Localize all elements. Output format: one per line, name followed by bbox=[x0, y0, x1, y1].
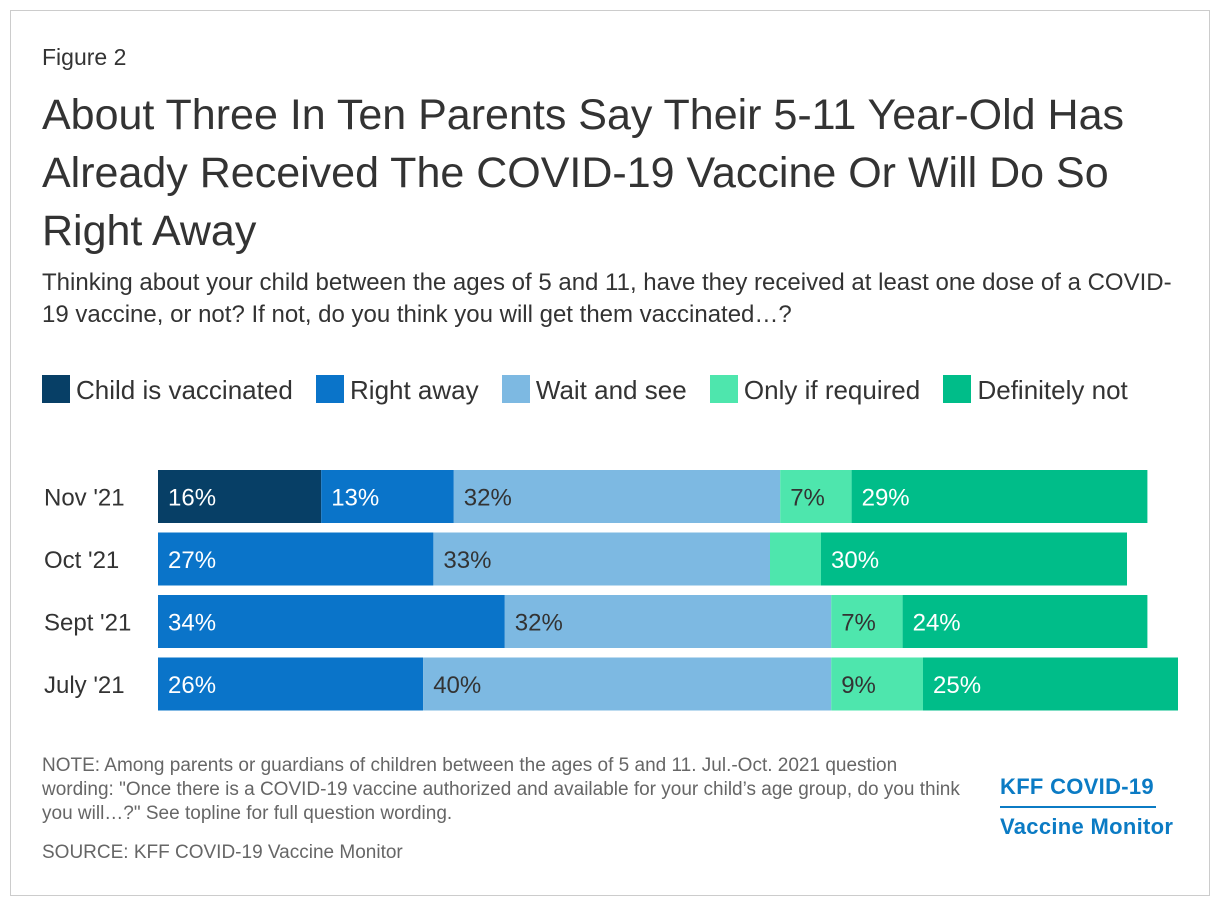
category-label: Oct '21 bbox=[44, 547, 119, 574]
bar-segment bbox=[321, 470, 454, 523]
legend-item-wait-and-see: Wait and see bbox=[501, 375, 687, 405]
data-label: 9% bbox=[841, 672, 876, 699]
data-label: 24% bbox=[913, 610, 961, 637]
legend-item-only-if-required: Only if required bbox=[709, 375, 921, 405]
legend-label: Right away bbox=[350, 375, 479, 405]
data-label: 16% bbox=[168, 485, 216, 512]
chart-source: SOURCE: KFF COVID-19 Vaccine Monitor bbox=[42, 842, 403, 863]
legend-item-definitely-not: Definitely not bbox=[943, 375, 1128, 405]
legend-swatch bbox=[42, 375, 70, 403]
data-label: 32% bbox=[464, 485, 512, 512]
data-label: 25% bbox=[933, 672, 981, 699]
bar-segment bbox=[423, 657, 832, 711]
legend-swatch bbox=[709, 375, 738, 403]
data-label: 30% bbox=[831, 547, 879, 574]
bar-segment bbox=[831, 657, 923, 711]
category-label: Nov '21 bbox=[44, 485, 125, 512]
legend-label: Definitely not bbox=[977, 375, 1128, 405]
data-label: 27% bbox=[168, 547, 216, 574]
category-label: Sept '21 bbox=[44, 610, 131, 637]
legend-swatch bbox=[501, 375, 530, 403]
bar-segment bbox=[923, 657, 1178, 711]
bar-segment bbox=[158, 595, 505, 648]
bar-segment bbox=[821, 532, 1127, 586]
chart-title: About Three In Ten Parents Say Their 5-1… bbox=[42, 91, 1125, 255]
legend-label: Wait and see bbox=[535, 375, 687, 405]
bar-segment bbox=[158, 532, 434, 586]
category-label: July '21 bbox=[44, 672, 125, 699]
data-label: 7% bbox=[841, 610, 876, 637]
kff-logo: KFF COVID-19 Vaccine Monitor bbox=[1000, 774, 1182, 840]
bar-segment bbox=[780, 470, 852, 523]
bar-segment bbox=[902, 595, 1148, 648]
bar-segment bbox=[851, 470, 1148, 523]
brand-line-1: KFF COVID-19 bbox=[1000, 774, 1156, 808]
bar-segment bbox=[453, 470, 781, 523]
data-label: 29% bbox=[862, 485, 910, 512]
data-label: 33% bbox=[443, 547, 491, 574]
legend-swatch bbox=[943, 375, 972, 403]
brand-line-2: Vaccine Monitor bbox=[1000, 814, 1174, 839]
legend-item-child-vaccinated: Child is vaccinated bbox=[42, 375, 293, 405]
legend-item-right-away: Right away bbox=[316, 375, 479, 405]
data-label: 26% bbox=[168, 672, 216, 699]
legend-label: Only if required bbox=[743, 375, 921, 405]
bar-segment bbox=[158, 470, 322, 523]
bar-segment bbox=[504, 595, 832, 648]
bar-segment bbox=[158, 657, 424, 711]
data-label: 13% bbox=[331, 485, 379, 512]
figure-frame bbox=[10, 10, 1210, 896]
chart-subtitle: Thinking about your child between the ag… bbox=[42, 269, 1172, 328]
data-label: 32% bbox=[515, 610, 563, 637]
data-label: 40% bbox=[433, 672, 481, 699]
legend: Child is vaccinated Right away Wait and … bbox=[42, 370, 1152, 410]
legend-swatch bbox=[316, 375, 345, 403]
legend-label: Child is vaccinated bbox=[76, 375, 293, 405]
bar-segment bbox=[433, 532, 770, 586]
data-label: 7% bbox=[790, 485, 825, 512]
chart-note: NOTE: Among parents or guardians of chil… bbox=[42, 755, 960, 824]
bar-segment bbox=[770, 532, 821, 586]
bar-segment bbox=[831, 595, 903, 648]
figure-label: Figure 2 bbox=[42, 44, 127, 70]
data-label: 34% bbox=[168, 610, 216, 637]
